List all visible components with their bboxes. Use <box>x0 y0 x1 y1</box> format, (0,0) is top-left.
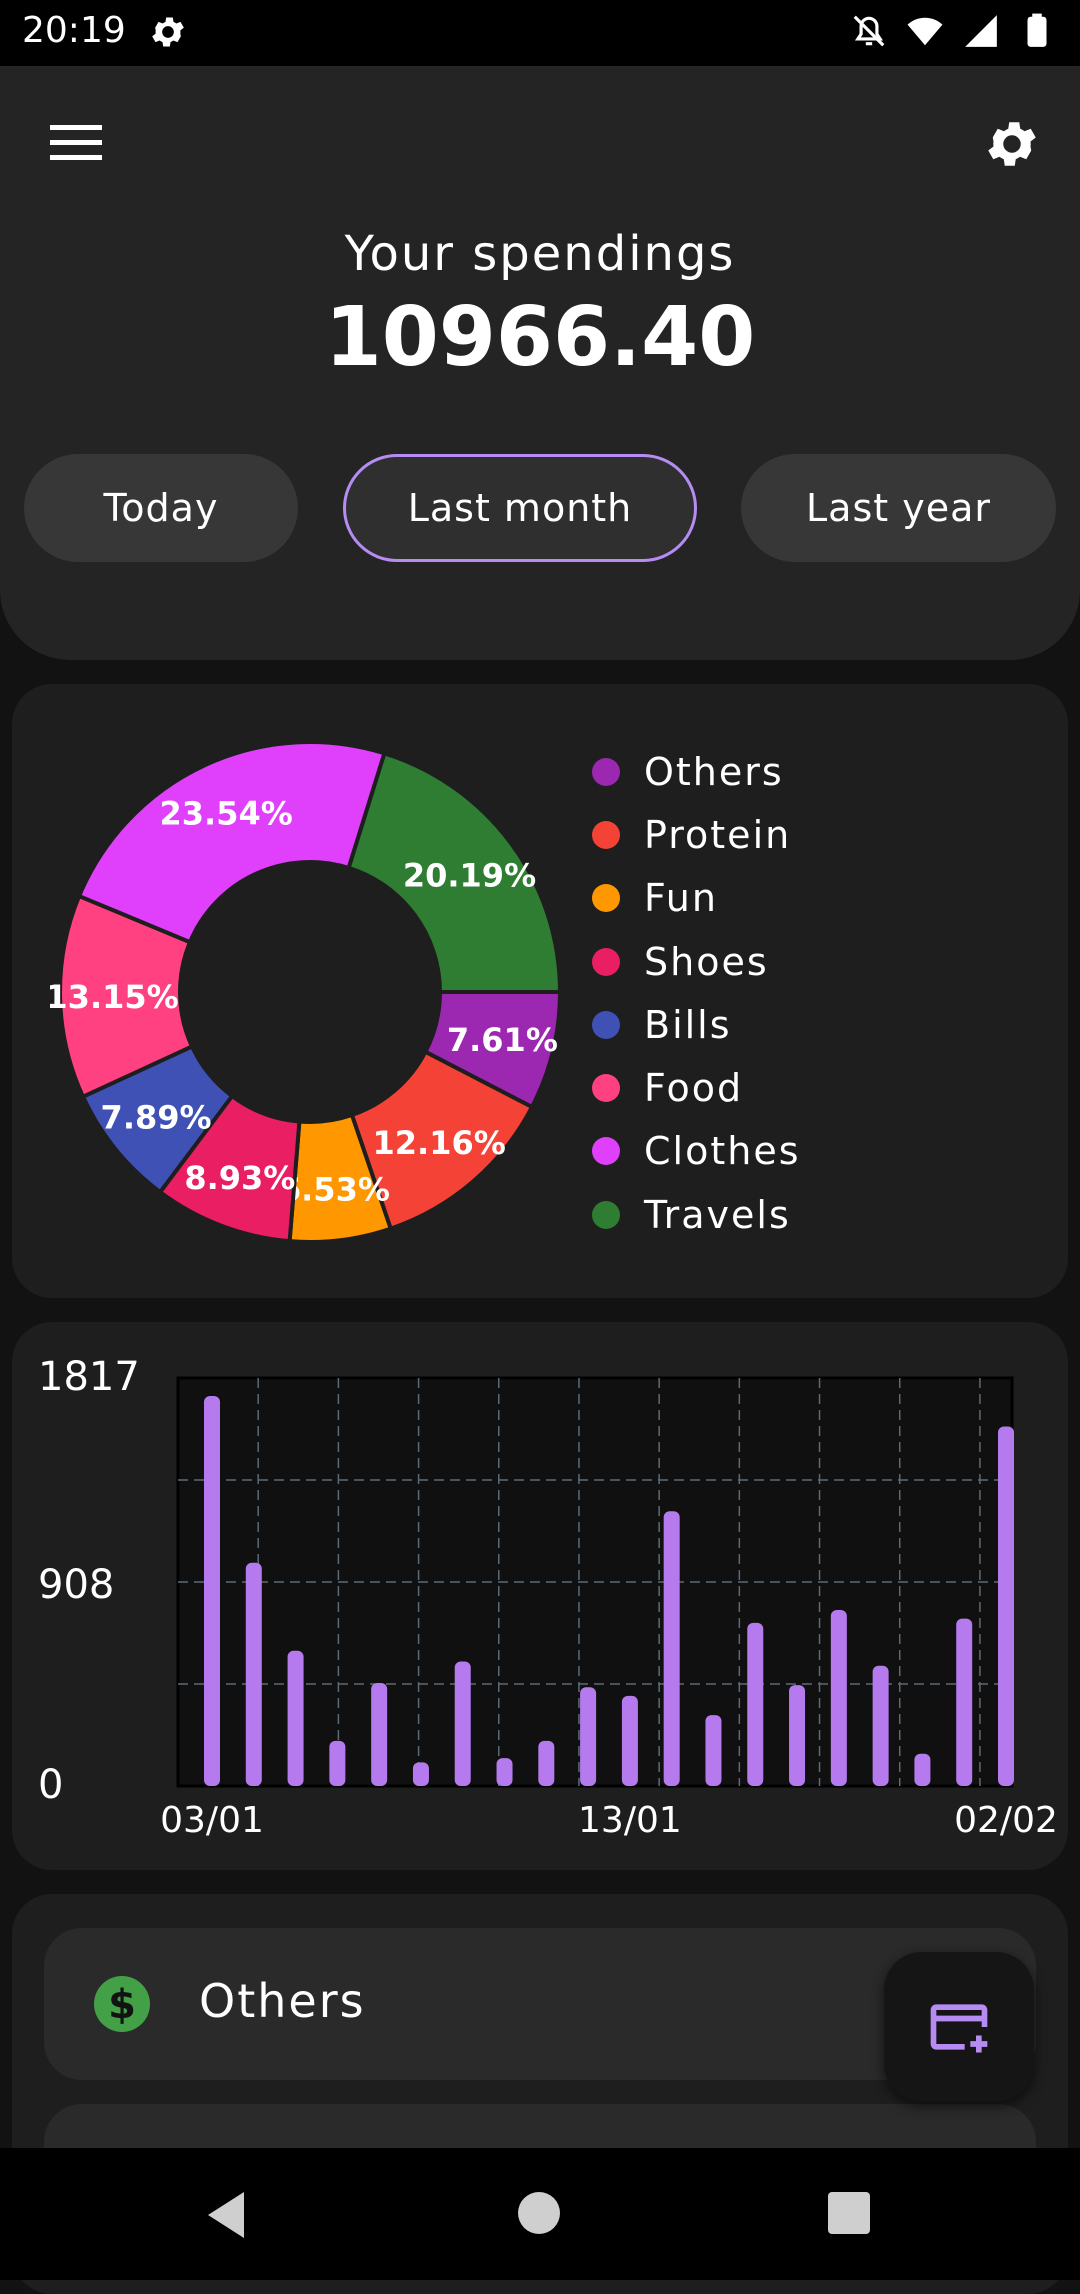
spendings-title: Your spendings <box>344 226 736 282</box>
add-card-icon <box>930 2004 988 2053</box>
bar <box>371 1682 388 1786</box>
legend-dot-others <box>592 757 620 786</box>
status-bar: 20:19 <box>0 0 1080 66</box>
period-last-month-button[interactable]: Last month <box>343 454 697 562</box>
bar <box>998 1426 1014 1786</box>
legend-dot-travels <box>592 1200 620 1229</box>
bar <box>747 1622 764 1786</box>
bar <box>245 1562 262 1786</box>
pie-slice-label: 8.93% <box>184 1159 295 1197</box>
bar <box>538 1740 555 1786</box>
legend-label: Clothes <box>644 1129 801 1174</box>
pie-slice-label: 20.19% <box>403 857 536 895</box>
legend-dot-clothes <box>592 1137 620 1166</box>
bar <box>287 1650 304 1786</box>
bar-chart: 1817 908 0 03/01 13/01 02/02 <box>38 1354 1058 1841</box>
y-tick-label: 0 <box>38 1762 63 1808</box>
status-time: 20:19 <box>22 10 126 51</box>
bar <box>830 1609 847 1786</box>
legend-label: Protein <box>644 812 792 857</box>
pie-slice-clothes <box>76 740 387 945</box>
bar <box>580 1687 597 1786</box>
pie-slice-label: 7.61% <box>447 1021 558 1059</box>
legend-dot-bills <box>592 1010 620 1039</box>
battery-icon <box>1027 13 1047 47</box>
wifi-icon <box>907 17 943 46</box>
legend-label: Others <box>644 749 784 794</box>
legend-item: Bills <box>592 993 801 1056</box>
period-today-button[interactable]: Today <box>24 454 298 562</box>
legend-item: Protein <box>592 803 801 866</box>
x-tick-label: 02/02 <box>954 1800 1058 1841</box>
spendings-total: 10966.40 <box>324 290 756 385</box>
pie-slice-label: 23.54% <box>160 795 293 833</box>
navigation-bar <box>0 2148 1080 2280</box>
legend-label: Shoes <box>644 939 769 984</box>
bar <box>412 1762 429 1786</box>
menu-icon[interactable] <box>46 121 106 165</box>
bar <box>663 1511 680 1786</box>
settings-gear-icon[interactable] <box>982 114 1042 174</box>
legend-dot-shoes <box>592 947 620 976</box>
pie-slice-label: 6.53% <box>279 1170 390 1208</box>
y-tick-label: 1817 <box>38 1354 140 1400</box>
add-spending-fab[interactable] <box>884 1952 1034 2102</box>
bar <box>705 1715 722 1786</box>
bar <box>454 1661 471 1786</box>
bar <box>956 1618 973 1786</box>
pie-slice-label: 12.16% <box>373 1124 506 1162</box>
y-tick-label: 908 <box>38 1562 114 1608</box>
bar <box>789 1685 806 1786</box>
legend-item: Travels <box>592 1183 801 1246</box>
pie-legend: Others Protein Fun Shoes Bills Food Clot… <box>592 740 801 1246</box>
legend-dot-protein <box>592 820 620 849</box>
dollar-icon: $ <box>94 1976 150 2032</box>
bar <box>621 1695 638 1786</box>
svg-text:$: $ <box>108 1982 136 2028</box>
category-list-label: Others <box>199 1974 366 2028</box>
pie-slice-label: 13.15% <box>50 978 179 1016</box>
x-tick-label: 13/01 <box>578 1800 682 1841</box>
bar <box>329 1740 346 1786</box>
notifications-off-icon <box>853 15 885 47</box>
category-list-item[interactable]: $ Others <box>44 1928 1036 2080</box>
legend-item: Clothes <box>592 1120 801 1183</box>
period-last-year-button[interactable]: Last year <box>741 454 1056 562</box>
bar <box>496 1758 513 1786</box>
legend-dot-food <box>592 1074 620 1103</box>
gear-icon <box>152 17 184 47</box>
legend-label: Food <box>644 1066 744 1111</box>
legend-label: Bills <box>644 1002 732 1047</box>
legend-item: Fun <box>592 867 801 930</box>
legend-label: Fun <box>644 876 718 921</box>
bar <box>204 1396 220 1786</box>
legend-item: Shoes <box>592 930 801 993</box>
home-icon[interactable] <box>518 2192 560 2234</box>
signal-icon <box>965 15 997 47</box>
back-icon[interactable] <box>204 2190 248 2240</box>
pie-chart: 7.61% 12.16% 6.53%8.93% 7.89% 13.15% 23.54% 20… <box>50 740 563 1244</box>
bar <box>872 1665 889 1786</box>
recents-icon[interactable] <box>828 2192 870 2234</box>
pie-slice-label: 7.89% <box>101 1099 212 1137</box>
legend-label: Travels <box>644 1192 791 1237</box>
pie-slice-travels <box>346 750 563 994</box>
x-tick-label: 03/01 <box>160 1800 264 1841</box>
legend-item: Others <box>592 740 801 803</box>
legend-dot-fun <box>592 884 620 913</box>
legend-item: Food <box>592 1056 801 1119</box>
bar <box>914 1753 931 1786</box>
